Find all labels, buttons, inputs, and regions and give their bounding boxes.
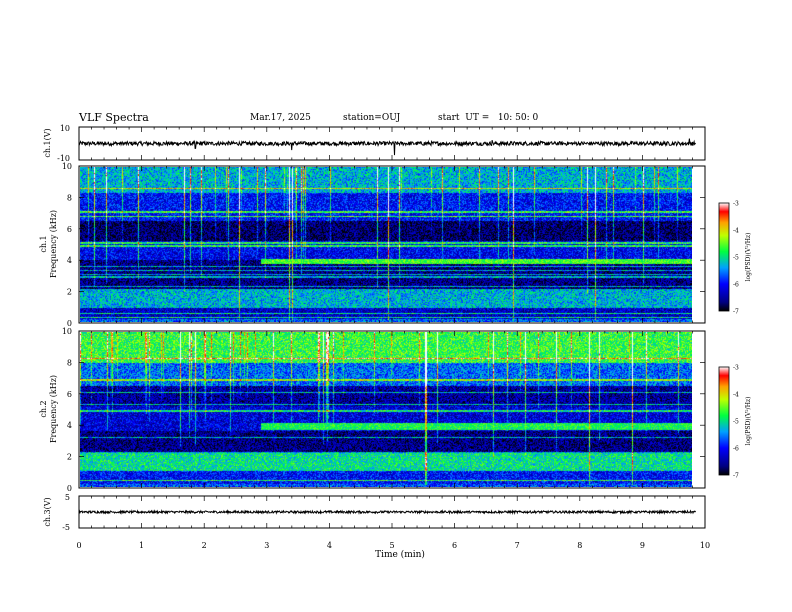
x-tick-label-3: 3 [264,541,269,550]
start-ut-label: start UT = 10: 50: 0 [438,113,539,123]
freq-tick-label-2: 2 [67,288,72,297]
freq-tick-label-0: 0 [67,319,72,328]
colorbar-tick--4: -4 [733,392,739,399]
colorbar-tick--5: -5 [733,255,739,262]
colorbar-tick--6: -6 [733,282,739,289]
ch1-spectrogram-panel: ch.1 Frequency (kHz) 0 2 4 6 8 10 [39,162,706,328]
freq-tick-label-0: 0 [67,484,72,493]
x-tick-label-10: 10 [700,541,710,550]
colorbar-tick--3: -3 [733,365,739,372]
ch2-spec-ylabel-2: Frequency (kHz) [49,375,58,443]
freq-tick-label-4: 4 [67,256,72,265]
ch1-ylabel: ch.1(V) [43,128,52,157]
x-axis-label: Time (min) [375,549,425,560]
ch3-waveform-trace [78,509,697,516]
ch1-spec-ylabel-2: Frequency (kHz) [49,210,58,278]
colorbar-tick--7: -7 [733,473,739,480]
freq-tick-label-6: 6 [67,390,72,399]
ch2-spectrogram-image [80,332,692,487]
x-tick-label-0: 0 [76,541,81,550]
x-tick-label-9: 9 [640,541,645,550]
freq-tick-label-10: 10 [62,162,72,171]
x-tick-label-8: 8 [577,541,582,550]
ch1-colorbar: -3 -4 -5 -6 -7 log(PSD)(V²/Hz) [718,201,752,316]
ch1-waveform-trace [78,138,697,156]
freq-tick-label-10: 10 [62,327,72,336]
freq-tick-label-2: 2 [67,453,72,462]
freq-tick-label-8: 8 [67,358,72,367]
colorbar-tick--7: -7 [733,309,739,316]
x-tick-label-7: 7 [515,541,520,550]
x-tick-label-2: 2 [202,541,207,550]
x-tick-label-6: 6 [452,541,457,550]
freq-tick-label-6: 6 [67,225,72,234]
ch3-waveform-panel: 5 -5 ch.3(V) [43,493,706,532]
ch1-waveform-panel: 10 -10 ch.1(V) [43,124,706,163]
colorbar-tick--3: -3 [733,201,739,208]
x-tick-label-1: 1 [139,541,144,550]
ch3-ytick-bottom: -5 [62,523,70,532]
ch2-colorbar-label: log(PSD)(V²/Hz) [745,397,752,446]
ch3-ytick-top: 5 [65,493,70,502]
colorbar-tick--6: -6 [733,446,739,453]
figure-title: VLF Spectra [79,111,149,124]
ch2-spec-ylabel-1: ch.2 [39,400,48,417]
x-tick-label-5: 5 [389,541,394,550]
ch1-ytick-bottom: -10 [57,154,70,163]
ch1-colorbar-label: log(PSD)(V²/Hz) [745,233,752,282]
colorbar-tick--4: -4 [733,228,739,235]
ch1-spec-ylabel-1: ch.1 [39,235,48,252]
date-label: Mar.17, 2025 [250,113,311,123]
ch1-ytick-top: 10 [60,124,70,133]
freq-tick-label-4: 4 [67,421,72,430]
colorbar-tick--5: -5 [733,419,739,426]
x-tick-label-4: 4 [327,541,332,550]
freq-tick-label-8: 8 [67,193,72,202]
ch2-spectrogram-panel: ch.2 Frequency (kHz) 0 2 4 6 8 10 [39,327,706,493]
ch1-spectrogram-image [80,167,692,322]
ch2-colorbar: -3 -4 -5 -6 -7 log(PSD)(V²/Hz) [718,365,752,480]
station-label: station=OUJ [343,113,401,123]
ch3-ylabel: ch.3(V) [43,497,52,526]
